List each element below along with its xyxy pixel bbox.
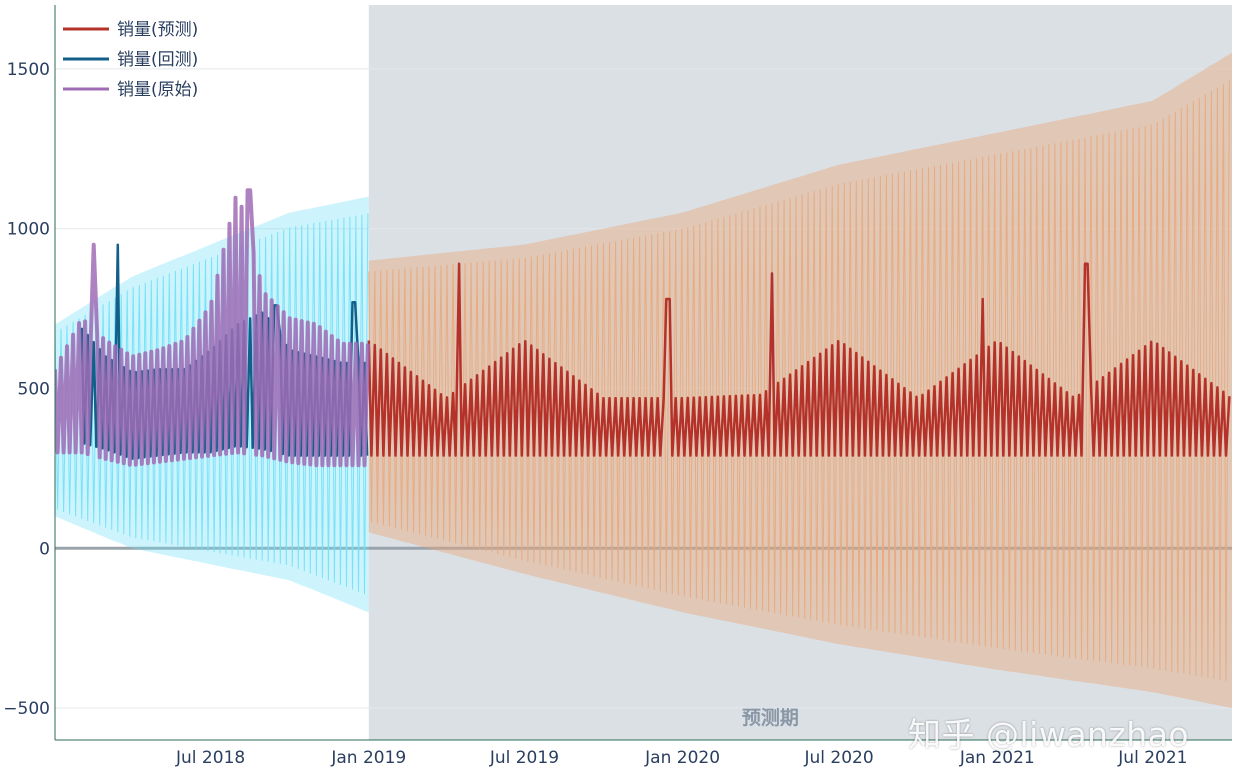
legend-label[interactable]: 销量(预测)	[117, 20, 198, 40]
y-tick-label: 0	[39, 539, 50, 559]
axes	[54, 5, 1232, 741]
legend-label[interactable]: 销量(原始)	[117, 80, 198, 100]
x-tick-label: Jan 2021	[959, 748, 1035, 768]
series-lines	[55, 188, 1231, 468]
y-tick-label: 500	[18, 379, 50, 399]
forecast-period-text: 预测期	[742, 707, 799, 729]
y-tick-label: 1500	[7, 60, 50, 80]
x-tick-label: Jan 2020	[644, 748, 720, 768]
watermark-text: 知乎 @liwanzhao	[908, 715, 1190, 754]
forecast-period-label: 预测期	[742, 707, 799, 729]
y-tick-label: 1000	[7, 220, 50, 240]
legend-label[interactable]: 销量(回测)	[117, 50, 198, 70]
x-tick-label: Jul 2021	[1117, 748, 1187, 768]
x-tick-label: Jul 2018	[175, 748, 245, 768]
x-tick-label: Jul 2020	[803, 748, 873, 768]
series-line	[367, 262, 1231, 457]
tick-labels: 1500 1000 500 0 −500 Jul 2018 Jan 2019 Jul 2019…	[3, 60, 1187, 768]
x-tick-label: Jan 2019	[330, 748, 406, 768]
y-tick-label: −500	[3, 699, 50, 719]
x-tick-label: Jul 2019	[489, 748, 559, 768]
legend[interactable]: 销量(预测) 销量(回测) 销量(原始)	[63, 20, 198, 100]
series-line	[55, 188, 370, 468]
